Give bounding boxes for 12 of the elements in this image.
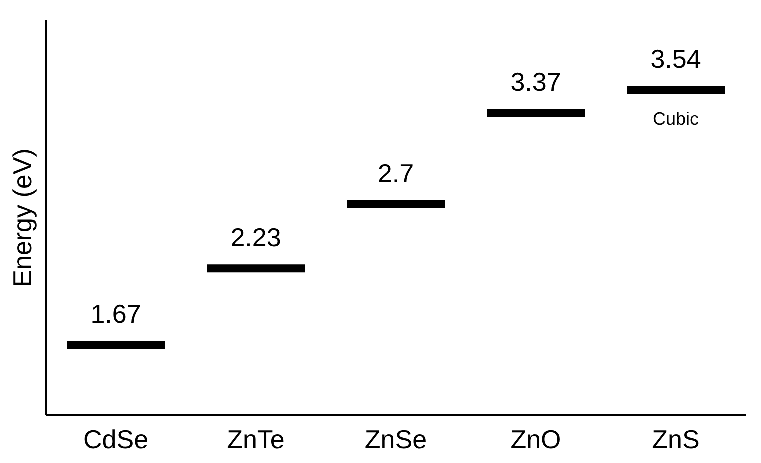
- data-label: 1.67: [90, 299, 142, 329]
- data-label: 2.23: [230, 222, 282, 253]
- data-label: 3.37: [510, 67, 562, 98]
- category-label: ZnSe: [364, 424, 428, 454]
- category-label: ZnS: [652, 424, 700, 454]
- text: Cubic: [652, 109, 700, 129]
- data-label: 2.7: [378, 158, 414, 189]
- text: Energy (eV): [8, 148, 38, 288]
- data-label: 3.54: [650, 44, 702, 74]
- category-label: CdSe: [83, 424, 149, 454]
- category-label: ZnO: [510, 424, 562, 454]
- category-label: ZnTe: [227, 424, 285, 454]
